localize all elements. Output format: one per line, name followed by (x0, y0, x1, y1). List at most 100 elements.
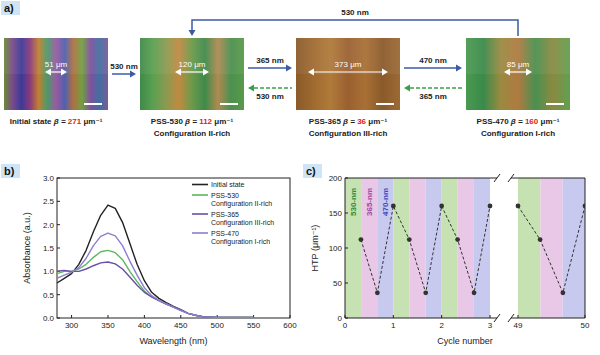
arrow-label: 470 nm (419, 56, 447, 65)
htp-line (361, 206, 490, 293)
beta-value: 112 (199, 117, 212, 126)
legend-line: Initial state (211, 181, 245, 188)
width-label: 373 μm (335, 60, 362, 69)
transition-arrow (254, 87, 292, 89)
panel-label: b) (4, 165, 15, 177)
arrow-label: 530 nm (341, 8, 369, 17)
light-band (345, 178, 361, 318)
htp-series (359, 204, 585, 296)
micrograph (296, 38, 400, 110)
legend-line: PSS-470 (211, 230, 239, 237)
y-tick-label: 3.0 (43, 174, 55, 183)
light-band (442, 178, 458, 318)
y-tick-label: 200 (329, 174, 343, 183)
legend-swatch (192, 213, 208, 215)
state-name: PSS-470 (477, 117, 511, 126)
micrograph-sheen (466, 38, 570, 74)
arrow-head (526, 69, 532, 76)
x-tick-label: 550 (247, 321, 261, 330)
y-tick-label: 0.5 (43, 291, 55, 300)
y-tick (345, 248, 348, 249)
legend-label: Initial state (211, 181, 245, 188)
scale-bar (84, 103, 102, 105)
scale-bar (546, 103, 564, 105)
y-tick-label: 150 (329, 209, 343, 218)
htp-line (518, 206, 585, 293)
htp-point (423, 290, 428, 295)
beta-unit: μm⁻¹ (538, 117, 559, 126)
arrow-head (504, 69, 510, 76)
x-tick (107, 315, 108, 318)
x-tick (180, 315, 181, 318)
x-tick (393, 315, 394, 318)
legend-swatch (192, 194, 208, 196)
arrow-head (286, 65, 292, 72)
arrow-head (189, 30, 196, 36)
state-name: PSS-365 (309, 117, 343, 126)
width-arrow (312, 71, 384, 72)
y-tick (345, 178, 348, 179)
htp-point (391, 204, 396, 209)
scale-bar (376, 103, 394, 105)
light-band (474, 178, 490, 318)
legend-line: Configuration I-rich (211, 238, 270, 246)
arrow-head (130, 71, 136, 78)
state-caption: Initial state β = 271 μm⁻¹ (10, 117, 103, 126)
arrow-label: 530 nm (110, 62, 138, 71)
panel-label-box (1, 1, 20, 15)
legend-line: PSS-365 (211, 211, 239, 218)
axis-line (345, 318, 497, 319)
state-caption: PSS-470 β = 160 μm⁻¹ (477, 117, 560, 126)
light-band (409, 178, 425, 318)
width-arrow (179, 71, 205, 72)
bands (345, 178, 585, 318)
width-label: 120 μm (179, 60, 206, 69)
x-tick-label: 400 (138, 321, 152, 330)
state-caption: PSS-365 β = 36 μm⁻¹ (309, 117, 388, 126)
width-label: 85 μm (507, 60, 530, 69)
x-tick-label: 450 (174, 321, 188, 330)
x-tick-label: 49 (514, 321, 523, 330)
light-band (518, 178, 540, 318)
axis-break (508, 174, 514, 182)
x-tick-label: 600 (283, 321, 297, 330)
arrow-head (308, 69, 314, 76)
beta-unit: μm⁻¹ (212, 117, 233, 126)
y-tick-label: 0.0 (43, 314, 55, 323)
legend-label: PSS-530Configuration II-rich (211, 192, 272, 209)
transition-arrow (192, 20, 518, 36)
state-name: PSS-530 (151, 117, 185, 126)
y-axis-label: Absorbance (a.u.) (22, 212, 32, 284)
x-tick (71, 315, 72, 318)
htp-point (583, 204, 585, 209)
y-tick (57, 248, 60, 249)
y-tick-label: 1.5 (43, 244, 55, 253)
arrow-head (45, 69, 51, 76)
panel-label: c) (306, 165, 316, 177)
x-tick (585, 315, 586, 318)
width-arrow (508, 71, 528, 72)
x-tick-label: 0 (343, 321, 348, 330)
arrow-label: 365 nm (419, 92, 447, 101)
legend-label: PSS-470Configuration I-rich (211, 230, 270, 247)
x-axis-label: Wavelength (nm) (139, 336, 207, 346)
scale-bar (220, 103, 238, 105)
y-tick-label: 50 (333, 279, 342, 288)
y-tick (57, 178, 60, 179)
figure: a)b)c)51 μmInitial state β = 271 μm⁻¹120… (0, 0, 600, 355)
x-tick (518, 315, 519, 318)
panel-label-box (303, 164, 322, 178)
configuration-caption: Configuration I-rich (481, 129, 555, 138)
htp-point (407, 237, 412, 242)
y-tick-label: 0 (338, 314, 343, 323)
legend-swatch (192, 184, 208, 186)
legend-line: PSS-530 (211, 192, 239, 199)
absorbance-line (57, 233, 254, 317)
beta-symbol: β = (510, 117, 525, 126)
absorbance-line (57, 262, 254, 318)
transition-arrow (404, 67, 456, 69)
transition-arrow (248, 67, 286, 69)
arrow-head (456, 65, 462, 72)
x-tick-label: 500 (211, 321, 225, 330)
band-label: 365-nm (365, 188, 374, 216)
